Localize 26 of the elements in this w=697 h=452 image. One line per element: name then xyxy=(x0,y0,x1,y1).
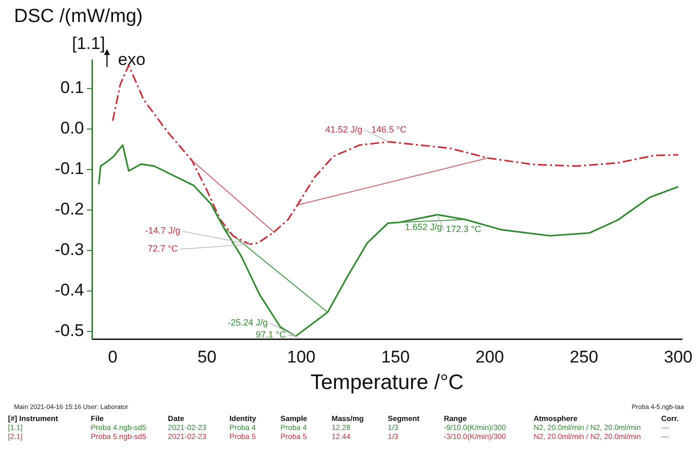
x-axis-title: Temperature /°C xyxy=(310,371,464,394)
annotation: 146.5 °C xyxy=(371,124,407,134)
annotation: 97.1 °C xyxy=(256,330,286,340)
y-tick-label: 0.0 xyxy=(60,118,84,138)
x-tick-label: 300 xyxy=(664,347,692,366)
x-tick-label: 200 xyxy=(476,347,504,366)
annotation: 41.52 J/g xyxy=(325,124,362,134)
x-tick-label: 50 xyxy=(198,347,216,366)
y-tick-label: -0.4 xyxy=(54,280,84,300)
x-tick-label: 100 xyxy=(287,347,316,366)
text: [1.1] xyxy=(72,34,106,54)
y-tick-label: -0.5 xyxy=(54,320,84,340)
x-tick-label: 250 xyxy=(570,347,598,366)
y-tick-label: -0.2 xyxy=(54,200,84,219)
annotation: 172.3 °C xyxy=(446,224,482,234)
annotation: -14.7 J/g xyxy=(145,226,180,236)
y-axis-title: DSC /(mW/mg) xyxy=(14,6,143,28)
annotation: 1.652 J/g xyxy=(405,222,442,232)
y-tick-label: -0.3 xyxy=(54,240,84,260)
x-tick-label: 0 xyxy=(108,347,118,366)
y-tick-label: -0.1 xyxy=(54,159,84,178)
y-tick-label: 0.1 xyxy=(60,78,84,98)
annotation: exo xyxy=(118,50,146,70)
annotation: 72.7 °C xyxy=(148,244,178,254)
x-tick-label: 150 xyxy=(381,347,410,366)
annotation: -25.24 J/g xyxy=(228,318,268,328)
